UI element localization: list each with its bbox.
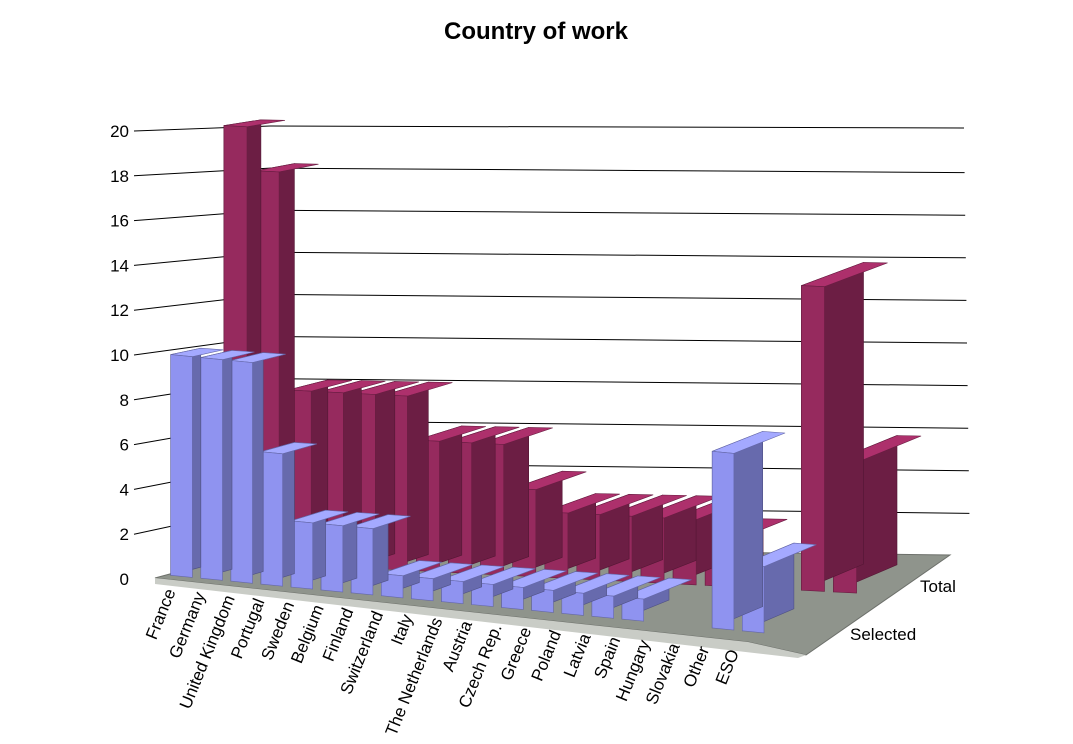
series-labels: Selected Total xyxy=(850,577,956,644)
y-tick-label: 6 xyxy=(120,436,129,455)
y-tick-label: 12 xyxy=(110,301,129,320)
bar-selected-czech-rep- xyxy=(501,568,567,610)
category-label: Italy xyxy=(387,611,416,647)
y-tick-label: 14 xyxy=(110,256,129,275)
category-label: Other xyxy=(680,643,714,690)
y-tick-label: 20 xyxy=(110,122,129,141)
category-label: Latvia xyxy=(560,630,595,680)
bar-selected-united-kingdom xyxy=(230,352,286,584)
chart-title: Country of work xyxy=(444,18,629,45)
bar-selected-france xyxy=(170,347,224,578)
series-label-selected: Selected xyxy=(850,625,916,644)
y-tick-label: 16 xyxy=(110,212,129,231)
y-tick-label: 2 xyxy=(120,525,129,544)
y-tick-label: 18 xyxy=(110,167,129,186)
series-label-total: Total xyxy=(920,577,956,596)
category-label: Spain xyxy=(590,634,624,681)
bar-selected-germany xyxy=(200,350,255,581)
bars xyxy=(170,119,922,634)
bar-selected-other xyxy=(711,430,786,631)
bar-total-other xyxy=(801,261,888,592)
category-label: ESO xyxy=(712,647,743,687)
y-axis-ticks: 0 2 4 6 8 10 12 14 16 18 20 xyxy=(110,122,129,589)
y-tick-label: 0 xyxy=(120,570,129,589)
bar-selected-portugal xyxy=(260,442,317,587)
bar-selected-poland xyxy=(561,573,630,616)
bar-selected-the-netherlands xyxy=(441,564,505,605)
y-tick-label: 8 xyxy=(120,391,129,410)
y-tick-label: 10 xyxy=(110,346,129,365)
y-tick-label: 4 xyxy=(120,480,129,499)
bar-selected-spain xyxy=(621,577,692,622)
bar-selected-belgium xyxy=(320,511,380,593)
